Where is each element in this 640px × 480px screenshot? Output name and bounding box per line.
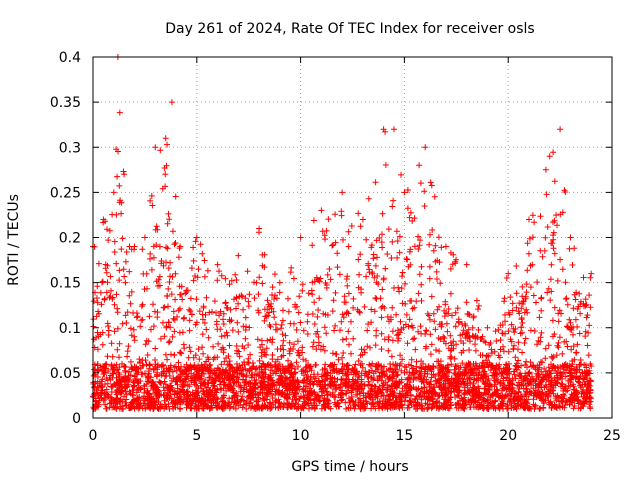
- x-tick-label: 25: [603, 428, 621, 444]
- x-tick-label: 15: [395, 428, 413, 444]
- y-tick-label: 0.3: [59, 140, 81, 156]
- roti-plus-markers: [90, 54, 595, 412]
- x-tick-label: 10: [292, 428, 310, 444]
- tick-labels: 0 5 10 15 20 25 0 0.05 0.1 0.15 0.2 0.25 0.3 0.35 0.4: [50, 50, 621, 444]
- y-tick-label: 0.1: [59, 321, 81, 337]
- y-tick-label: 0.05: [50, 366, 81, 382]
- y-tick-label: 0.35: [50, 95, 81, 111]
- data-points: [90, 54, 595, 412]
- axis-ticks: [92, 56, 613, 419]
- y-tick-label: 0.2: [59, 231, 81, 247]
- y-tick-label: 0: [72, 411, 81, 427]
- y-tick-label: 0.15: [50, 276, 81, 292]
- chart-title: Day 261 of 2024, Rate Of TEC Index for r…: [165, 21, 534, 37]
- x-tick-label: 0: [89, 428, 98, 444]
- y-tick-label: 0.25: [50, 185, 81, 201]
- x-axis-label: GPS time / hours: [291, 459, 408, 475]
- x-tick-label: 20: [499, 428, 517, 444]
- x-tick-label: 5: [192, 428, 201, 444]
- y-tick-label: 0.4: [59, 50, 81, 66]
- y-axis-label: ROTI / TECUs: [6, 194, 22, 286]
